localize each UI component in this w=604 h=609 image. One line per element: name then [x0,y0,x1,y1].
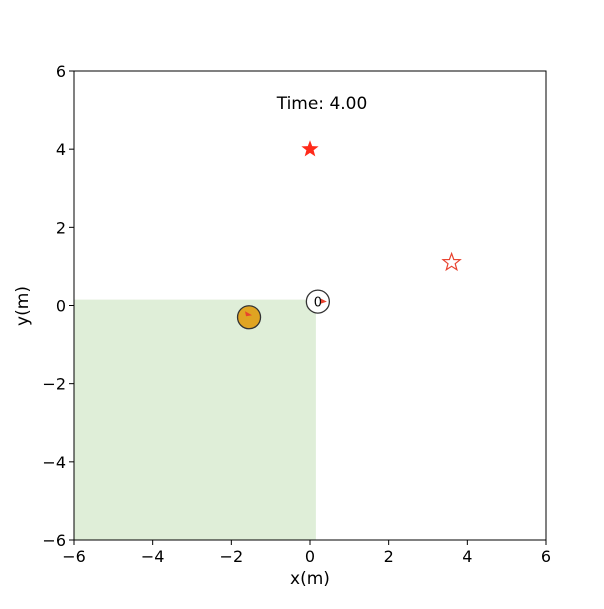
x-tick-label: 4 [462,547,472,566]
y-tick-label: 0 [56,297,66,316]
x-tick-label: 0 [305,547,315,566]
x-tick-label: 2 [384,547,394,566]
y-tick-label: 4 [56,140,66,159]
agent [236,305,262,330]
agent [305,289,331,314]
goal-star [301,140,319,157]
y-tick-label: 6 [56,62,66,81]
x-tick-label: −6 [62,547,86,566]
region [74,299,316,540]
x-tick-label: 6 [541,547,551,566]
x-tick-label: −4 [141,547,165,566]
goal-star-outline [441,251,462,272]
heading-arrow [320,298,327,304]
heading-arrow [245,311,253,317]
agent-label: 0 [314,296,322,311]
y-tick-label: −2 [42,375,66,394]
annotation: Time: 4.00 [276,94,368,114]
x-tick-label: −2 [220,547,244,566]
y-tick-label: −4 [42,453,66,472]
x-axis-label: x(m) [290,569,330,589]
y-axis-label: y(m) [13,286,33,326]
y-tick-label: −6 [42,531,66,550]
y-tick-label: 2 [56,218,66,237]
